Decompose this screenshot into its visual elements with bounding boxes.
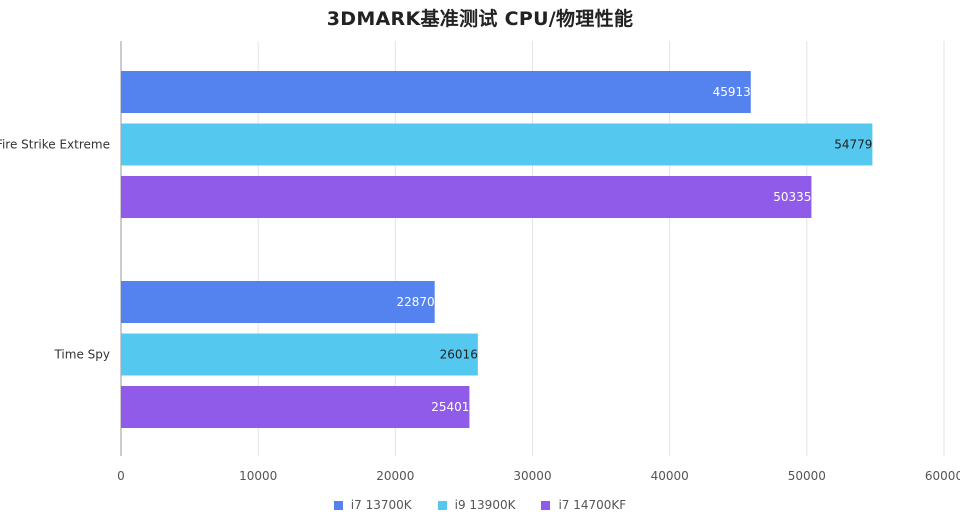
bar-i9-13900k [121,123,873,166]
x-tick-label: 10000 [239,469,277,483]
chart-legend: i7 13700K i9 13900K i7 14700KF [0,498,960,512]
bar-i7-13700k [121,71,751,113]
bar-i7-14700kf [121,386,470,428]
bar-i7-14700kf [121,176,812,218]
bar-value-label: 22870 [397,295,435,309]
bar-value-label: 54779 [834,138,872,152]
x-tick-label: 60000 [925,469,960,483]
legend-swatch [541,500,551,510]
legend-label: i7 13700K [350,498,412,512]
x-tick-label: 30000 [513,469,551,483]
bar-value-label: 45913 [713,85,751,99]
legend-item[interactable]: i9 13900K [437,498,516,512]
x-tick-label: 40000 [651,469,689,483]
legend-item[interactable]: i7 13700K [333,498,412,512]
bar-value-label: 26016 [440,348,478,362]
legend-label: i9 13900K [454,498,516,512]
legend-item[interactable]: i7 14700KF [541,498,626,512]
x-tick-label: 20000 [376,469,414,483]
legend-swatch [437,500,447,510]
x-tick-label: 50000 [788,469,826,483]
bar-value-label: 50335 [773,190,811,204]
bar-i7-13700k [121,281,435,323]
chart-title: 3DMARK基准测试 CPU/物理性能 [326,8,634,30]
category-label: Fire Strike Extreme [0,138,110,152]
x-tick-label: 0 [117,469,125,483]
category-label: Time Spy [53,348,110,362]
legend-swatch [333,500,343,510]
bar-i9-13900k [121,333,478,376]
legend-label: i7 14700KF [558,498,627,512]
bar-value-label: 25401 [431,400,469,414]
